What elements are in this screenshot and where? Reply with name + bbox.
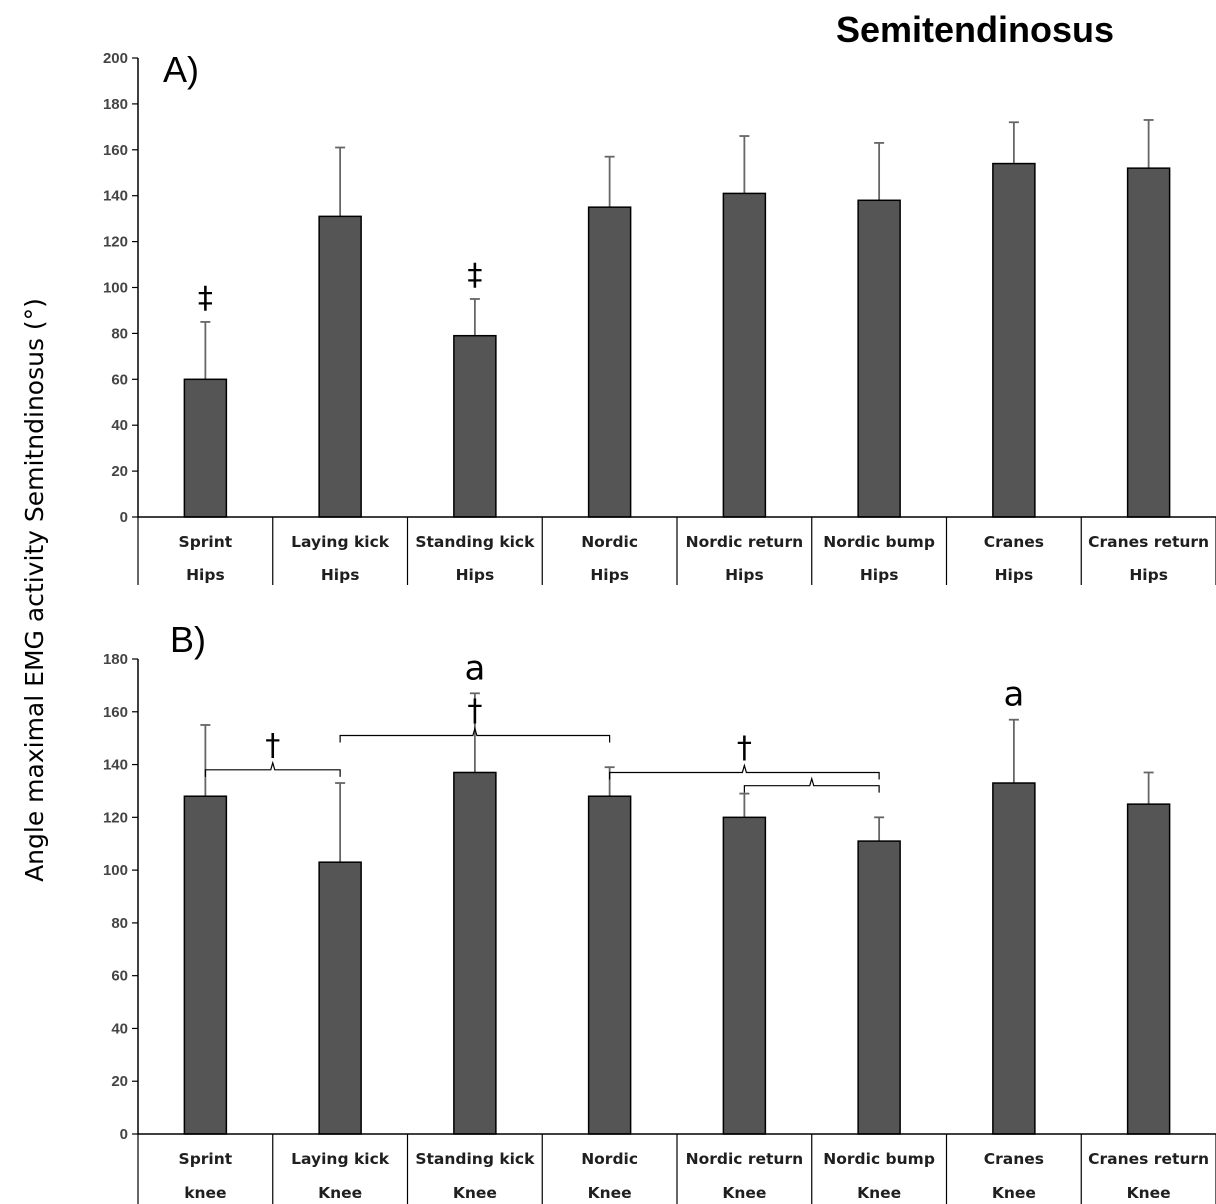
panel-a-category-label: Laying kick	[291, 533, 390, 551]
panel-b-y-tick-label: 0	[120, 1126, 128, 1143]
panel-b-bracket-label: †	[265, 728, 280, 763]
panel-b-category-label: Standing kick	[415, 1150, 535, 1168]
panel-b-bar	[183, 795, 228, 1135]
panel-a-bar	[1126, 167, 1171, 518]
panel-b-plot: 0 20 40 60 80 100 120 140 160 180 Sprint knee Laying…	[103, 648, 1216, 1204]
panel-b-bar	[587, 795, 632, 1135]
panel-b-category-sublabel: Knee	[857, 1184, 901, 1202]
panel-a-category-sublabel: Hips	[590, 566, 629, 584]
panel-a-bar	[318, 215, 362, 518]
panel-b-category-label: Nordic return	[686, 1150, 804, 1168]
panel-b-comparison-bracket	[609, 763, 880, 780]
panel-a-category-label: Nordic bump	[823, 533, 935, 551]
panel-a-bar	[183, 378, 228, 518]
panel-a-category-label: Cranes	[984, 533, 1044, 551]
panel-b-y-tick-label: 140	[103, 757, 128, 774]
panel-b-y-tick-label: 20	[111, 1073, 128, 1090]
panel-a-category-label: Cranes return	[1088, 533, 1209, 551]
panel-a-y-tick-label: 140	[103, 188, 128, 205]
panel-b-category-label: Sprint	[179, 1150, 233, 1168]
panel-b-category-sublabel: Knee	[453, 1184, 497, 1202]
panel-b-category-sublabel: Knee	[1127, 1184, 1171, 1202]
panel-b-category-label: Cranes return	[1088, 1150, 1209, 1168]
panel-b-category-sublabel: Knee	[992, 1184, 1036, 1202]
panel-b-category-label: Nordic bump	[823, 1150, 935, 1168]
panel-a-category-label: Standing kick	[415, 533, 535, 551]
panel-a-bar	[722, 192, 767, 518]
panel-a-bar	[587, 206, 632, 518]
panel-b-category-label: Cranes	[984, 1150, 1044, 1168]
panel-b-label: B)	[170, 619, 206, 660]
panel-a-y-tick-label: 160	[103, 142, 128, 159]
panel-b-y-tick-label: 100	[103, 862, 128, 879]
panel-a-y-tick-label: 0	[120, 509, 128, 526]
panel-a-category-label: Nordic	[581, 533, 638, 551]
panel-b-category-sublabel: knee	[184, 1184, 226, 1202]
panel-b-bar	[722, 816, 767, 1135]
chart-title: Semitendinosus	[836, 9, 1114, 50]
panel-a-y-tick-label: 20	[111, 463, 128, 480]
panel-b-comparison-bracket	[339, 726, 611, 743]
panel-b-significance-mark: a	[1003, 675, 1024, 715]
panel-a-category-sublabel: Hips	[186, 566, 225, 584]
panel-a-significance-mark: ‡	[467, 258, 482, 293]
panel-b-y-tick-label: 160	[103, 704, 128, 721]
panel-a-category-sublabel: Hips	[321, 566, 360, 584]
panel-a-category-sublabel: Hips	[1129, 566, 1168, 584]
panel-b-bracket-label: †	[467, 694, 482, 729]
panel-b-category-sublabel: Knee	[722, 1184, 766, 1202]
panel-b-y-tick-label: 80	[111, 915, 128, 932]
panel-a-y-tick-label: 40	[111, 417, 128, 434]
panel-b-significance-mark: a	[464, 648, 485, 688]
panel-b-y-tick-label: 120	[103, 809, 128, 826]
panel-b-bar	[318, 861, 362, 1135]
panel-b-bracket-label: †	[737, 730, 752, 765]
panel-b-category-sublabel: Knee	[318, 1184, 362, 1202]
panel-a-y-tick-label: 200	[103, 50, 128, 67]
panel-a-category-sublabel: Hips	[725, 566, 764, 584]
panel-b-category-label: Nordic	[581, 1150, 638, 1168]
panel-a-y-tick-label: 80	[111, 325, 128, 342]
panel-b-comparison-bracket	[743, 776, 880, 793]
panel-b-category-label: Laying kick	[291, 1150, 390, 1168]
panel-a-y-tick-label: 180	[103, 96, 128, 113]
panel-b-category-sublabel: Knee	[588, 1184, 632, 1202]
panel-a-bar	[857, 199, 901, 518]
panel-a-y-tick-label: 60	[111, 371, 128, 388]
panel-a-bar	[992, 162, 1036, 518]
panel-b-y-tick-label: 180	[103, 651, 128, 668]
panel-a-y-tick-label: 120	[103, 234, 128, 251]
panel-a-category-label: Nordic return	[686, 533, 804, 551]
panel-b-y-tick-label: 60	[111, 968, 128, 985]
panel-a-bar	[453, 334, 497, 518]
y-axis-label: Angle maximal EMG activity Semitndinosus…	[20, 298, 49, 882]
panel-a-y-tick-label: 100	[103, 280, 128, 297]
panel-a-plot: 0 20 40 60 80 100 120 140 160 180 200 Sprint Hips Lay…	[103, 50, 1216, 585]
panel-a-significance-mark: ‡	[198, 281, 213, 316]
panel-a-category-sublabel: Hips	[995, 566, 1034, 584]
panel-b-bar	[453, 771, 497, 1135]
panel-b-bar	[857, 840, 901, 1135]
panel-a-category-sublabel: Hips	[456, 566, 495, 584]
panel-b-comparison-bracket	[204, 760, 341, 777]
panel-b-bar	[1126, 803, 1171, 1135]
panel-b-bar	[992, 782, 1036, 1135]
panel-a-category-label: Sprint	[179, 533, 233, 551]
panel-a-category-sublabel: Hips	[860, 566, 899, 584]
panel-b-y-tick-label: 40	[111, 1020, 128, 1037]
panel-a-label: A)	[163, 49, 199, 90]
